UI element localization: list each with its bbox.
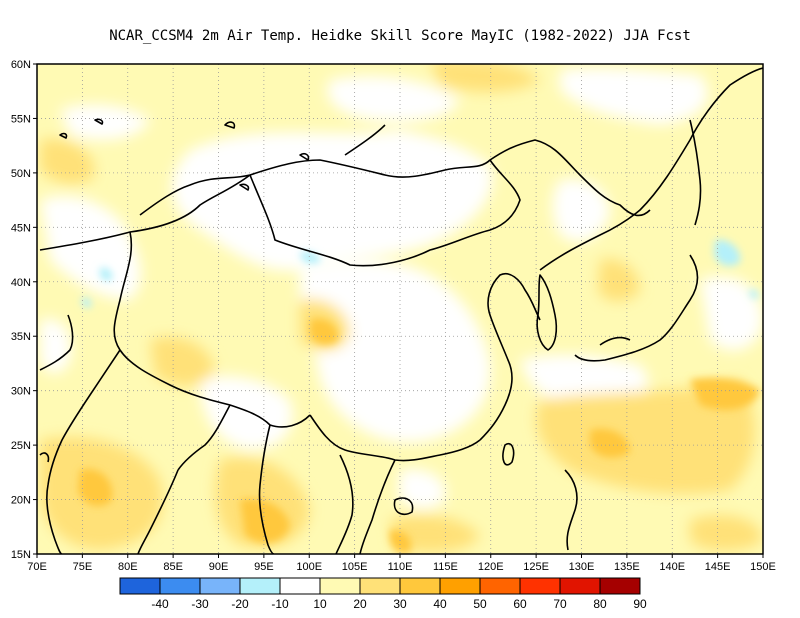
colorbar-swatch xyxy=(159,577,201,595)
colorbar-swatch xyxy=(319,577,361,595)
lon-tick-label: 110E xyxy=(388,561,413,573)
colorbar-swatch xyxy=(479,577,521,595)
lon-tick-label: 105E xyxy=(342,561,368,573)
lon-tick-label: 85E xyxy=(163,561,183,573)
lon-tick-label: 120E xyxy=(478,561,504,573)
lat-tick-label: 50N xyxy=(11,168,31,180)
lat-tick-label: 15N xyxy=(11,549,31,561)
lat-tick-label: 30N xyxy=(11,386,31,398)
colorbar-label: 30 xyxy=(393,597,407,611)
colorbar-swatch xyxy=(239,577,281,595)
lat-tick-label: 25N xyxy=(11,440,31,452)
lon-tick-label: 125E xyxy=(523,561,549,573)
colorbar-label: 10 xyxy=(313,597,327,611)
lon-tick-label: 90E xyxy=(209,561,229,573)
colorbar: -40 -30 -20 -10 10 20 30 40 50 60 70 80 90 xyxy=(119,577,647,611)
lon-tick-label: 70E xyxy=(27,561,47,573)
lat-tick-label: 35N xyxy=(11,331,31,343)
colorbar-label: 40 xyxy=(433,597,447,611)
colorbar-swatch xyxy=(439,577,481,595)
lon-tick-label: 145E xyxy=(705,561,731,573)
colorbar-label: -10 xyxy=(271,597,289,611)
lat-tick-label: 55N xyxy=(11,113,31,125)
colorbar-swatch xyxy=(359,577,401,595)
colorbar-swatch xyxy=(559,577,601,595)
colorbar-swatch xyxy=(399,577,441,595)
longitude-ticks: 70E 75E 80E 85E 90E 95E 100E 105E 110E 115E 120E 12… xyxy=(27,554,776,573)
colorbar-swatch xyxy=(199,577,241,595)
colorbar-label: 50 xyxy=(473,597,487,611)
latitude-ticks: 15N 20N 25N 30N 35N 40N 45N 50N 55N 60N xyxy=(11,59,37,561)
colorbar-label: -40 xyxy=(151,597,169,611)
map-title: NCAR_CCSM4 2m Air Temp. Heidke Skill Sco… xyxy=(109,28,691,44)
colorbar-label: 80 xyxy=(593,597,607,611)
lon-tick-label: 150E xyxy=(750,561,776,573)
colorbar-swatch xyxy=(279,577,321,595)
lat-tick-label: 60N xyxy=(11,59,31,71)
colorbar-label: 60 xyxy=(513,597,527,611)
lon-tick-label: 100E xyxy=(296,561,322,573)
lat-tick-label: 40N xyxy=(11,277,31,289)
lat-tick-label: 20N xyxy=(11,495,31,507)
lon-tick-label: 115E xyxy=(433,561,458,573)
lon-tick-label: 80E xyxy=(118,561,138,573)
colorbar-label: -30 xyxy=(191,597,209,611)
coastlines-and-borders xyxy=(39,67,763,554)
skill-score-field xyxy=(37,64,763,554)
lat-tick-label: 45N xyxy=(11,222,31,234)
lon-tick-label: 75E xyxy=(73,561,93,573)
lon-tick-label: 130E xyxy=(569,561,595,573)
lon-tick-label: 140E xyxy=(659,561,685,573)
colorbar-label: -20 xyxy=(231,597,249,611)
lon-tick-label: 135E xyxy=(614,561,640,573)
colorbar-label: 20 xyxy=(353,597,367,611)
colorbar-label: 90 xyxy=(633,597,647,611)
colorbar-swatch xyxy=(119,577,161,595)
colorbar-swatch xyxy=(519,577,561,595)
colorbar-swatch xyxy=(599,577,641,595)
colorbar-label: 70 xyxy=(553,597,567,611)
lon-tick-label: 95E xyxy=(254,561,274,573)
